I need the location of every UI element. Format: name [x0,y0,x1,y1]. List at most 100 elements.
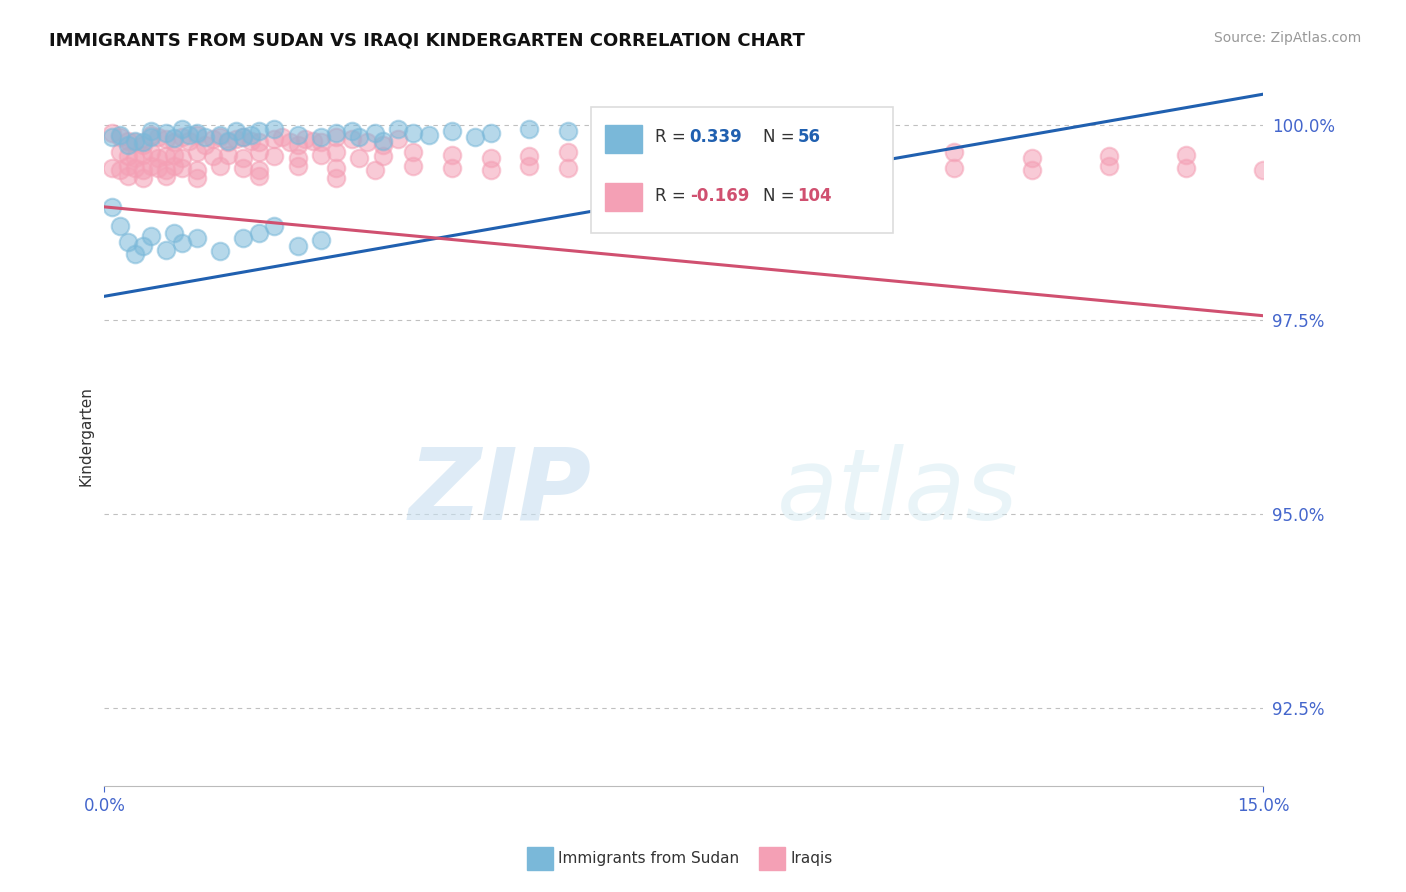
Point [943,161,966,175]
Point [179,134,201,148]
Point [464,129,486,144]
Point [201,132,224,146]
Point [866,124,889,138]
Point [108,163,131,178]
Point [217,136,239,150]
Point [325,161,347,175]
Point [309,129,332,144]
Text: Immigrants from Sudan: Immigrants from Sudan [558,852,740,866]
Text: -0.169: -0.169 [690,186,749,204]
Point [186,126,208,140]
Point [711,161,734,175]
Point [209,159,232,173]
Point [247,226,270,240]
Point [247,163,270,178]
Point [356,136,378,150]
Point [340,124,363,138]
Point [387,122,409,136]
Point [124,134,146,148]
Point [108,219,131,234]
Point [672,145,695,160]
Point [634,159,657,173]
Point [101,129,124,144]
Point [232,151,254,165]
Point [186,163,208,178]
Point [194,137,217,152]
Point [163,159,186,173]
Point [132,163,155,178]
Point [325,171,347,186]
Text: N =: N = [762,186,794,204]
Point [155,149,177,163]
Point [101,161,124,175]
Point [371,137,394,152]
Point [132,137,155,152]
Point [163,226,186,240]
Point [117,159,139,173]
Text: Iraqis: Iraqis [790,852,832,866]
Point [124,151,146,165]
Point [263,132,285,146]
Point [240,128,263,142]
Point [209,128,232,142]
Point [595,163,617,178]
Point [789,163,811,178]
Text: Source: ZipAtlas.com: Source: ZipAtlas.com [1213,31,1361,45]
Point [349,129,371,144]
Point [108,145,131,160]
Point [132,239,155,253]
Point [287,128,309,142]
Point [163,136,186,150]
Point [402,159,425,173]
Point [225,124,247,138]
Point [139,159,162,173]
Point [132,136,155,150]
Point [155,132,177,146]
Point [595,151,617,165]
Point [148,129,170,144]
Point [711,128,734,142]
Point [634,129,657,144]
Point [263,122,285,136]
Point [139,129,162,144]
Point [139,145,162,160]
Point [139,124,162,138]
Point [325,126,347,140]
Point [866,148,889,162]
Point [325,145,347,160]
Point [124,136,146,150]
Text: IMMIGRANTS FROM SUDAN VS IRAQI KINDERGARTEN CORRELATION CHART: IMMIGRANTS FROM SUDAN VS IRAQI KINDERGAR… [49,31,806,49]
Point [371,134,394,148]
Point [309,136,332,150]
Point [247,169,270,183]
Point [711,149,734,163]
Point [148,161,170,175]
Point [441,124,464,138]
Point [247,136,270,150]
Bar [605,125,643,153]
Point [155,126,177,140]
Point [294,132,316,146]
Point [325,129,347,144]
Point [155,169,177,183]
Point [186,145,208,160]
Point [1098,159,1121,173]
Point [1175,148,1198,162]
Point [557,145,579,160]
Point [634,148,657,162]
Point [789,126,811,140]
Point [170,122,193,136]
Point [240,134,263,148]
Point [209,129,232,144]
Point [155,163,177,178]
Point [170,129,193,144]
Point [117,149,139,163]
Text: 56: 56 [797,128,821,145]
Point [132,148,155,162]
Point [340,132,363,146]
Point [186,171,208,186]
Point [139,128,162,142]
Point [1253,163,1275,178]
Point [441,161,464,175]
Point [232,129,254,144]
